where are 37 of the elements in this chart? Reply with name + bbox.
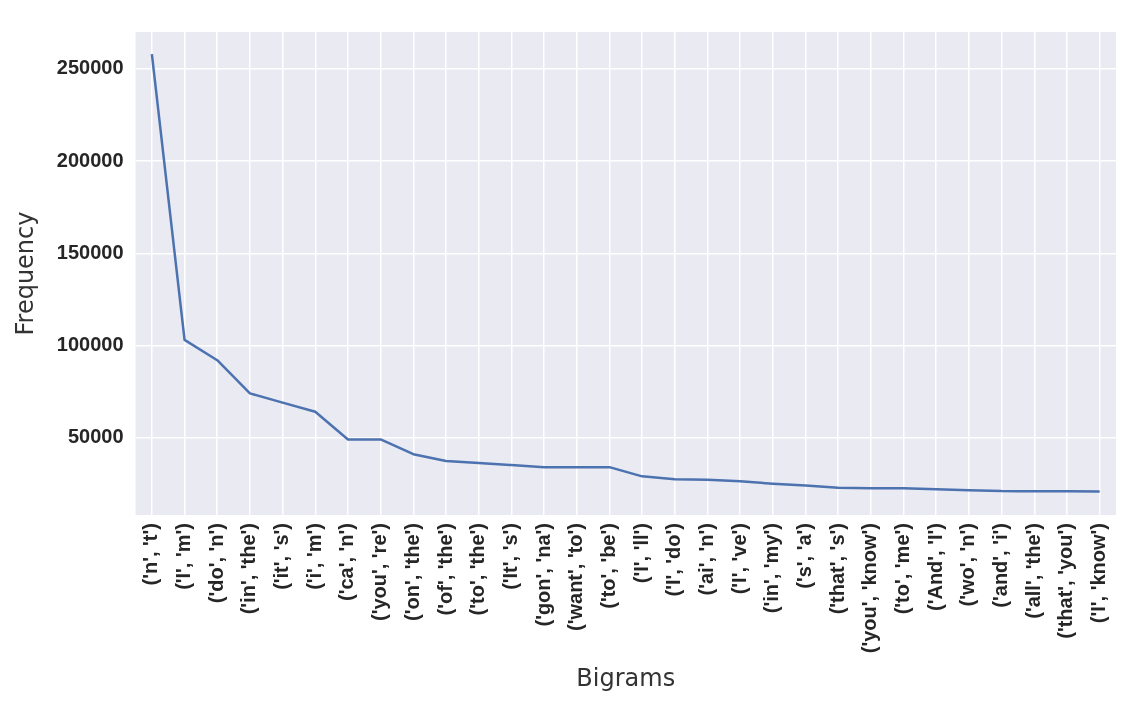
x-tick-label: ('And', 'I') bbox=[923, 523, 946, 611]
y-axis-title: Frequency bbox=[10, 211, 39, 336]
x-tick-label: ('I', 'do') bbox=[662, 523, 685, 597]
x-tick-label: ('in', 'my') bbox=[760, 523, 783, 614]
x-tick-label: ('want', 'to') bbox=[564, 523, 587, 631]
x-axis-title: Bigrams bbox=[576, 663, 676, 692]
x-tick-label: ('I', 'm') bbox=[172, 523, 195, 590]
x-tick-label: ('do', 'n') bbox=[204, 523, 227, 604]
y-tick-label: 50000 bbox=[67, 425, 124, 448]
x-tick-label: ('n', 't') bbox=[139, 523, 162, 586]
x-tick-label: ('and', 'i') bbox=[989, 523, 1012, 608]
x-tick-label: ('I', 'll') bbox=[629, 523, 652, 584]
x-tick-label: ('It', 's') bbox=[498, 523, 521, 590]
x-tick-label: ('ai', 'n') bbox=[694, 523, 717, 596]
x-tick-label: ('on', 'the') bbox=[400, 523, 423, 621]
x-tick-label: ('in', 'the') bbox=[237, 523, 260, 615]
x-tick-label: ('to', 'be') bbox=[596, 523, 619, 609]
y-tick-label: 150000 bbox=[56, 240, 124, 263]
x-tick-label: ('s', 'a') bbox=[793, 523, 816, 589]
x-tick-label: ('that', 'you') bbox=[1054, 523, 1077, 639]
x-tick-label: ('wo', 'n') bbox=[956, 523, 979, 607]
x-tick-label: ('to', 'me') bbox=[891, 523, 914, 615]
x-tick-label: ('you', 're') bbox=[368, 523, 391, 621]
x-tick-label: ('all', 'the') bbox=[1021, 523, 1044, 619]
x-tick-label: ('you', 'know') bbox=[858, 523, 881, 654]
y-tick-label: 200000 bbox=[56, 148, 124, 171]
x-tick-label: ('that', 's') bbox=[825, 523, 848, 615]
x-tick-label: ('i', 'm') bbox=[302, 523, 325, 590]
x-tick-label: ('to', 'the') bbox=[466, 523, 489, 616]
x-tick-label: ('of', 'the') bbox=[433, 523, 456, 616]
x-tick-label: ('gon', 'na') bbox=[531, 523, 554, 627]
x-tick-label: ('I', 've') bbox=[727, 523, 750, 595]
y-tick-label: 250000 bbox=[56, 56, 124, 79]
x-tick-label: ('I', 'know') bbox=[1087, 523, 1110, 624]
x-tick-label: ('it', 's') bbox=[270, 523, 293, 590]
y-tick-label: 100000 bbox=[56, 332, 124, 355]
x-tick-label: ('ca', 'n') bbox=[335, 523, 358, 601]
